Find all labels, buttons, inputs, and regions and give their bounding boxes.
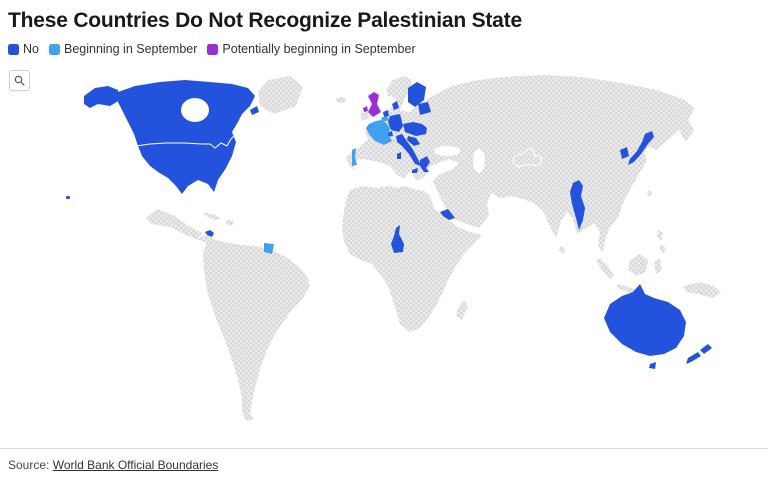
zoom-button[interactable] [9,70,30,91]
country-panama[interactable] [205,230,214,237]
country-myanmar[interactable] [570,180,585,230]
country-austria-czechia-hungary[interactable] [403,122,427,136]
legend: No Beginning in September Potentially be… [0,34,768,56]
source-link[interactable]: World Bank Official Boundaries [52,458,219,472]
landmass-eurasia [346,75,695,253]
country-germany[interactable] [388,114,403,132]
country-united-kingdom[interactable] [368,92,381,117]
country-new-zealand-south[interactable] [686,352,701,364]
country-italy-sardinia[interactable] [397,152,401,159]
country-canada-united-states[interactable] [118,80,255,194]
us-canada-border [135,124,244,149]
black-sea [434,146,460,156]
landmass-greenland [258,76,303,114]
landmass-ireland [360,110,369,121]
country-italy[interactable] [396,134,421,166]
footer: Source: World Bank Official Boundaries [0,448,768,480]
country-netherlands[interactable] [383,110,389,117]
landmass-sri-lanka [559,246,565,254]
page-title: These Countries Do Not Recognize Palesti… [8,9,522,32]
source-prefix: Source: [8,458,53,472]
legend-swatch-no [8,43,19,55]
country-cameroon[interactable] [391,225,404,253]
country-portugal[interactable] [352,148,357,166]
country-united-kingdom-northern-ireland[interactable] [363,106,368,112]
world-map[interactable] [0,62,768,448]
country-greece[interactable] [420,156,430,172]
country-france[interactable] [366,120,392,145]
legend-item-potentially: Potentially beginning in September [207,42,416,56]
hudson-bay [181,98,209,122]
country-australia[interactable] [604,284,686,356]
landmass-borneo [628,254,648,276]
legend-label-beginning: Beginning in September [63,42,198,56]
landmass-hispaniola [226,220,234,226]
country-suriname[interactable] [264,243,274,254]
magnifier-icon [14,75,25,86]
country-belgium[interactable] [381,116,389,122]
central-asia-borders [512,147,543,167]
landmass-philippines [657,230,666,254]
landmass-new-guinea [684,282,721,298]
country-hawaii-united-states[interactable] [66,196,70,199]
country-new-zealand-north[interactable] [700,344,712,354]
country-alaska-united-states[interactable] [84,86,120,108]
legend-swatch-beginning [48,43,60,55]
country-australia-tasmania[interactable] [649,362,656,369]
country-croatia-balkans[interactable] [407,136,420,146]
legend-label-potentially: Potentially beginning in September [222,42,416,56]
landmass-sulawesi [654,258,662,274]
country-south-korea[interactable] [620,147,629,159]
header: These Countries Do Not Recognize Palesti… [0,0,768,34]
landmass-mexico-central-america [146,209,220,247]
country-japan[interactable] [628,131,654,165]
map-area [0,62,768,448]
landmass-taiwan [647,190,652,196]
landmass-africa [342,186,482,332]
legend-swatch-potentially [207,43,219,55]
country-denmark[interactable] [392,101,399,110]
legend-item-beginning: Beginning in September [48,42,198,56]
country-eritrea[interactable] [440,209,455,220]
country-italy-sicily[interactable] [412,168,418,173]
legend-item-no: No [8,42,39,56]
landmass-iceland [336,97,346,103]
landmass-south-america [203,238,310,421]
landmass-cuba [203,212,222,220]
country-baltic-states[interactable] [418,102,431,115]
legend-label-no: No [23,42,39,56]
country-finland[interactable] [408,82,426,107]
landmass-madagascar [456,300,468,320]
source-line: Source: World Bank Official Boundaries [8,458,768,472]
caspian-sea [473,149,485,173]
country-newfoundland-canada[interactable] [250,106,259,115]
landmass-sumatra [596,258,614,279]
